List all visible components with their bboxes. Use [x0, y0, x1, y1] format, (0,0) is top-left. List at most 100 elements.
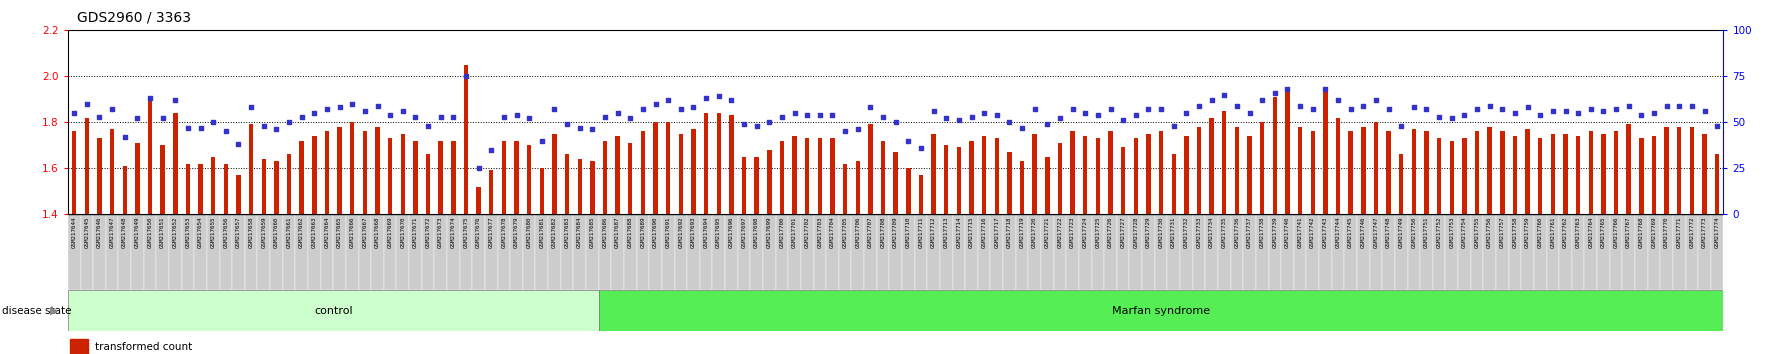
Text: GSM217745: GSM217745 [1348, 216, 1354, 248]
Bar [1463, 138, 1466, 214]
Bar [877, 214, 889, 290]
Bar [295, 214, 307, 290]
Text: GSM217729: GSM217729 [1147, 216, 1150, 248]
Bar [413, 141, 418, 214]
Text: GSM217687: GSM217687 [614, 216, 620, 248]
Bar [1677, 127, 1681, 214]
Bar [1311, 131, 1314, 214]
Text: GSM217666: GSM217666 [350, 216, 355, 248]
Point [1665, 103, 1693, 108]
Bar [1575, 136, 1581, 214]
Bar [1559, 214, 1572, 290]
Text: GSM217645: GSM217645 [84, 216, 89, 248]
Bar [914, 214, 927, 290]
Text: GSM217724: GSM217724 [1082, 216, 1088, 248]
Bar [700, 214, 713, 290]
Bar [788, 214, 800, 290]
Bar [1386, 131, 1391, 214]
Bar [1370, 214, 1382, 290]
Bar [539, 168, 545, 214]
Text: GSM217744: GSM217744 [1336, 216, 1341, 248]
Point [591, 114, 620, 119]
Point [263, 127, 291, 132]
Bar [148, 99, 152, 214]
Text: GSM217647: GSM217647 [109, 216, 114, 248]
Bar [604, 141, 607, 214]
Bar [843, 164, 847, 214]
Text: ▶: ▶ [50, 306, 59, 316]
Bar [1156, 214, 1168, 290]
Bar [1007, 152, 1011, 214]
Point [325, 104, 354, 110]
Text: GSM217663: GSM217663 [313, 216, 316, 248]
Point [225, 141, 254, 147]
Point [350, 108, 379, 114]
Bar [396, 214, 409, 290]
Bar [738, 214, 750, 290]
Bar [282, 214, 295, 290]
Text: GSM217739: GSM217739 [1272, 216, 1277, 248]
Point [654, 97, 682, 103]
Text: GDS2960 / 3363: GDS2960 / 3363 [77, 11, 191, 25]
Text: transformed count: transformed count [95, 342, 191, 352]
Text: GSM217652: GSM217652 [173, 216, 179, 248]
Bar [577, 159, 582, 214]
Point [1640, 110, 1668, 116]
Text: GSM217730: GSM217730 [1159, 216, 1164, 248]
Point [805, 112, 834, 118]
Text: GSM217764: GSM217764 [1588, 216, 1593, 248]
Point [1627, 112, 1656, 118]
Point [1475, 103, 1504, 108]
Bar [1231, 214, 1243, 290]
Text: GSM217725: GSM217725 [1095, 216, 1100, 248]
Bar [248, 124, 254, 214]
Point [1552, 108, 1581, 114]
Bar [257, 214, 270, 290]
Point [1388, 123, 1416, 129]
Bar [1091, 214, 1104, 290]
Text: GSM217685: GSM217685 [589, 216, 595, 248]
Text: GSM217671: GSM217671 [413, 216, 418, 248]
Bar [1522, 214, 1534, 290]
Bar [1181, 214, 1193, 290]
Text: GSM217748: GSM217748 [1386, 216, 1391, 248]
Point [1032, 121, 1061, 127]
Point [452, 73, 480, 79]
Text: GSM217699: GSM217699 [766, 216, 772, 248]
Bar [805, 138, 809, 214]
Point [1298, 107, 1327, 112]
Point [1438, 116, 1466, 121]
Text: GSM217746: GSM217746 [1361, 216, 1366, 248]
Bar [1134, 138, 1138, 214]
Bar [906, 168, 911, 214]
Text: GSM217700: GSM217700 [779, 216, 784, 248]
Bar [1184, 136, 1188, 214]
Bar [1420, 214, 1432, 290]
Bar [502, 141, 505, 214]
Text: GSM217716: GSM217716 [982, 216, 986, 248]
Bar [338, 127, 341, 214]
Text: GSM217661: GSM217661 [286, 216, 291, 248]
Point [211, 129, 239, 134]
Text: GSM217680: GSM217680 [527, 216, 532, 248]
Bar [964, 214, 977, 290]
Bar [514, 141, 518, 214]
Text: GSM217742: GSM217742 [1311, 216, 1314, 248]
Bar [170, 214, 182, 290]
Point [1134, 107, 1163, 112]
Bar [1563, 133, 1568, 214]
Point [1525, 112, 1554, 118]
Text: GSM217659: GSM217659 [261, 216, 266, 248]
Bar [371, 214, 384, 290]
Text: GSM217697: GSM217697 [741, 216, 747, 248]
Point [1248, 97, 1277, 103]
Point [932, 116, 961, 121]
Text: GSM217673: GSM217673 [438, 216, 443, 248]
Text: GSM217672: GSM217672 [425, 216, 430, 248]
Bar [704, 113, 709, 214]
Text: GSM217664: GSM217664 [325, 216, 329, 248]
Text: GSM217743: GSM217743 [1323, 216, 1327, 248]
Bar [96, 138, 102, 214]
Text: GSM217658: GSM217658 [248, 216, 254, 248]
Bar [93, 214, 105, 290]
